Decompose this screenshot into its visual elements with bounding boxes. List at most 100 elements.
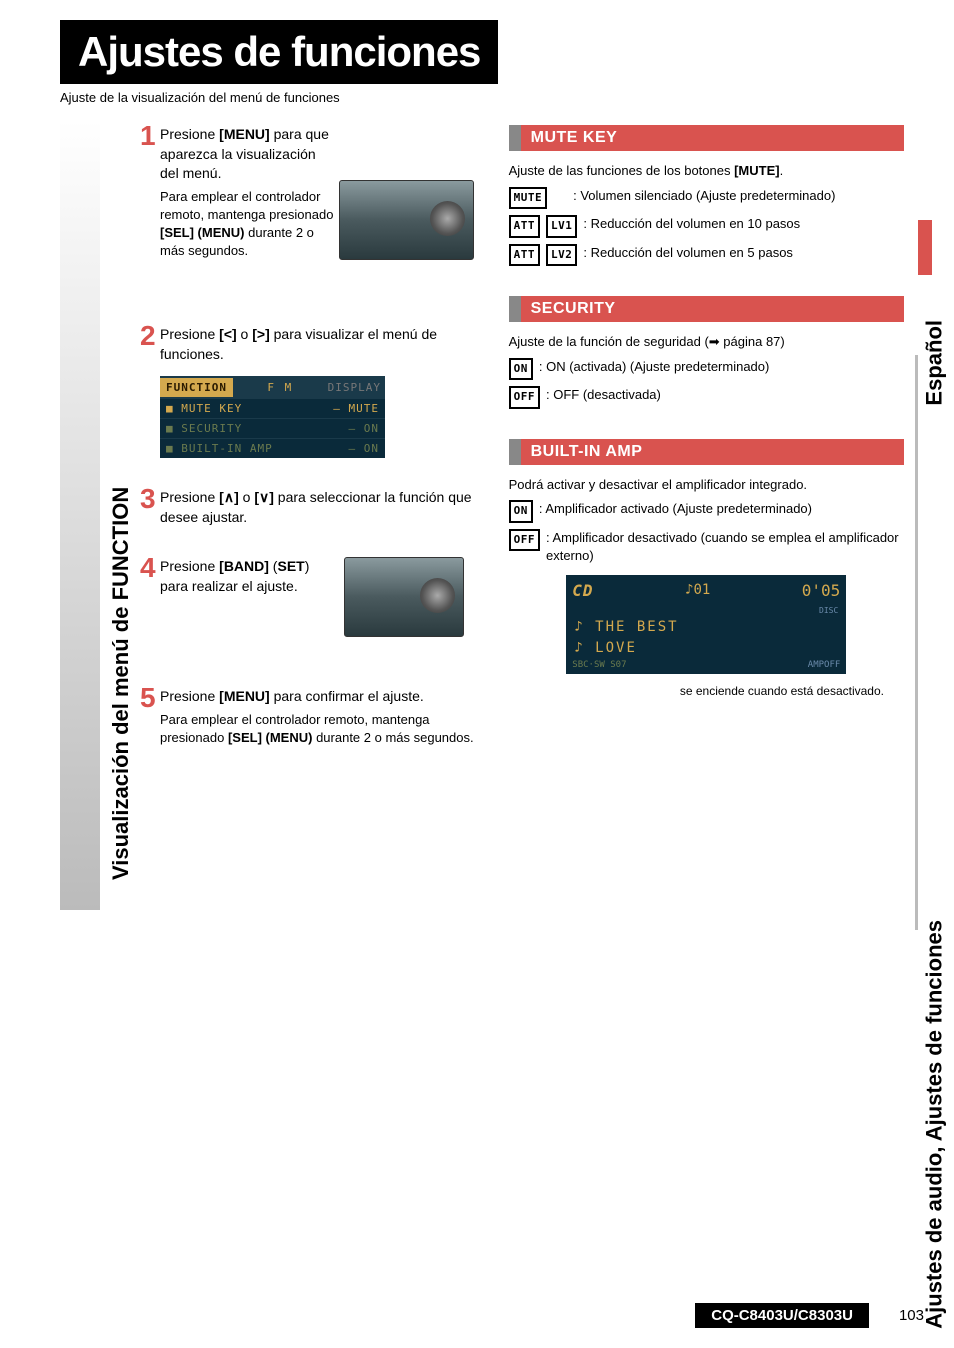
lcd-row-security: ■ SECURITY – ON [160,418,385,438]
lcd-amp-label: ■ BUILT-IN AMP [166,442,273,455]
side-language: Español [922,320,948,406]
steps-column: 1 Presione [MENU] para que aparezca la v… [60,125,479,777]
amp-off-badge: OFF [509,529,540,552]
step-5-sub: Para emplear el controlador remoto, mant… [160,711,479,747]
cd-track: ♪01 [685,580,710,601]
step-3-pre: Presione [160,489,219,505]
amp-on-badge: ON [509,500,533,523]
cd-disc: DISC [568,605,844,617]
step-2-bold-b: [>] [252,326,270,342]
step-2-number: 2 [140,320,156,352]
step-1-bold: [MENU] [219,126,270,142]
footer-model: CQ-C8403U/C8303U [695,1303,869,1328]
security-on-text: : ON (activada) (Ajuste predeterminado) [539,358,769,376]
cd-line-2: ♪ LOVE [568,638,844,659]
amp-opt-off: OFF : Amplificador desactivado (cuando s… [509,529,904,565]
step-5-sub-post: durante 2 o más segundos. [312,730,473,745]
mute-opt-2: ATT LV1 : Reducción del volumen en 10 pa… [509,215,904,238]
step-2-mid: o [237,326,253,342]
step-4-bold-b: SET [277,558,304,574]
step-3-bold-b: [∨] [254,489,274,505]
step-3-number: 3 [140,483,156,515]
amp-body: Podrá activar y desactivar el amplificad… [509,475,904,701]
cd-sbc: SBC·SW S07 [572,659,626,673]
step-2-pre: Presione [160,326,219,342]
step-3-text: Presione [∧] o [∨] para seleccionar la f… [160,488,479,527]
lcd-security-label: ■ SECURITY [166,422,242,435]
amp-opt-on: ON : Amplificador activado (Ajuste prede… [509,500,904,523]
step-4-bold-a: [BAND] [219,558,269,574]
cd-ampoff: AMPOFF [808,659,841,673]
amp-on-text: : Amplificador activado (Ajuste predeter… [539,500,812,518]
cd-label: CD [572,579,593,603]
att-badge-2: ATT [509,244,540,267]
security-body: Ajuste de la función de seguridad (➡ pág… [509,332,904,409]
security-intro: Ajuste de la función de seguridad (➡ pág… [509,332,904,352]
lcd-function-menu: FUNCTION F M DISPLAY ■ MUTE KEY – MUTE ■… [160,376,385,458]
security-header: SECURITY [509,296,904,322]
step-5-text: Presione [MENU] para confirmar el ajuste… [160,687,479,707]
security-opt-off: OFF : OFF (desactivada) [509,386,904,409]
step-5-number: 5 [140,682,156,714]
step-1-sub-pre: Para emplear el controlador remoto, mant… [160,189,333,222]
mute-intro-pre: Ajuste de las funciones de los botones [509,163,734,178]
mute-header: MUTE KEY [509,125,904,151]
lcd-fm-label: F M [233,381,328,394]
step-2-bold-a: [<] [219,326,237,342]
cd-display: CD ♪01 0'05 DISC ♪ THE BEST ♪ LOVE SBC·S… [566,575,846,675]
att-badge-1: ATT [509,215,540,238]
amp-off-text: : Amplificador desactivado (cuando se em… [546,529,904,565]
security-off-text: : OFF (desactivada) [546,386,661,404]
step-1-pre: Presione [160,126,219,142]
mute-intro-post: . [780,163,784,178]
mute-opt-1: MUTE : Volumen silenciado (Ajuste predet… [509,187,904,210]
step-1: 1 Presione [MENU] para que aparezca la v… [160,125,479,295]
side-tab-marker [918,220,932,275]
lv1-badge: LV1 [546,215,577,238]
step-1-sub-bold: [SEL] (MENU) [160,225,245,240]
cd-line-1: ♪ THE BEST [568,617,844,638]
security-opt-on: ON : ON (activada) (Ajuste predeterminad… [509,358,904,381]
step-3-mid: o [239,489,255,505]
page-title: Ajustes de funciones [78,28,480,76]
lcd-row-mute: ■ MUTE KEY – MUTE [160,398,385,418]
side-divider [915,355,918,930]
mute-badge: MUTE [509,187,548,210]
footer-page-number: 103 [899,1307,924,1324]
step-4-number: 4 [140,552,156,584]
mute-opt-3: ATT LV2 : Reducción del volumen en 5 pas… [509,244,904,267]
mute-intro-bold: [MUTE] [734,163,780,178]
lcd-amp-val: – ON [349,442,380,455]
step-5-bold: [MENU] [219,688,270,704]
amp-caption: se enciende cuando está desactivado. [509,682,904,700]
off-badge: OFF [509,386,540,409]
lcd-security-val: – ON [349,422,380,435]
step-2: 2 Presione [<] o [>] para visualizar el … [160,325,479,458]
radio-illustration-1 [339,180,474,260]
step-1-text: Presione [MENU] para que aparezca la vis… [160,125,479,184]
step-4-pre: Presione [160,558,219,574]
step-5-post: para confirmar el ajuste. [270,688,424,704]
mute-body: Ajuste de las funciones de los botones [… [509,161,904,266]
cd-time: 0'05 [802,579,841,603]
step-2-text: Presione [<] o [>] para visualizar el me… [160,325,479,364]
step-5-sub-bold: [SEL] (MENU) [228,730,313,745]
page-footer: CQ-C8403U/C8303U 103 [60,1303,924,1328]
lcd-header: FUNCTION F M DISPLAY [160,376,385,398]
step-5: 5 Presione [MENU] para confirmar el ajus… [160,687,479,747]
step-1-number: 1 [140,120,156,152]
lcd-mute-label: ■ MUTE KEY [166,402,242,415]
side-section-label: Ajustes de audio, Ajustes de funciones [922,920,948,1329]
mute-intro: Ajuste de las funciones de los botones [… [509,161,904,181]
lcd-row-amp: ■ BUILT-IN AMP – ON [160,438,385,458]
step-5-pre: Presione [160,688,219,704]
page-title-bar: Ajustes de funciones [60,20,498,84]
lcd-display-label: DISPLAY [328,381,385,394]
mute-opt3-text: : Reducción del volumen en 5 pasos [583,244,793,262]
amp-intro: Podrá activar y desactivar el amplificad… [509,475,904,495]
lv2-badge: LV2 [546,244,577,267]
page-subtitle: Ajuste de la visualización del menú de f… [60,90,924,105]
step-3-bold-a: [∧] [219,489,239,505]
lcd-mute-val: – MUTE [333,402,379,415]
on-badge: ON [509,358,533,381]
